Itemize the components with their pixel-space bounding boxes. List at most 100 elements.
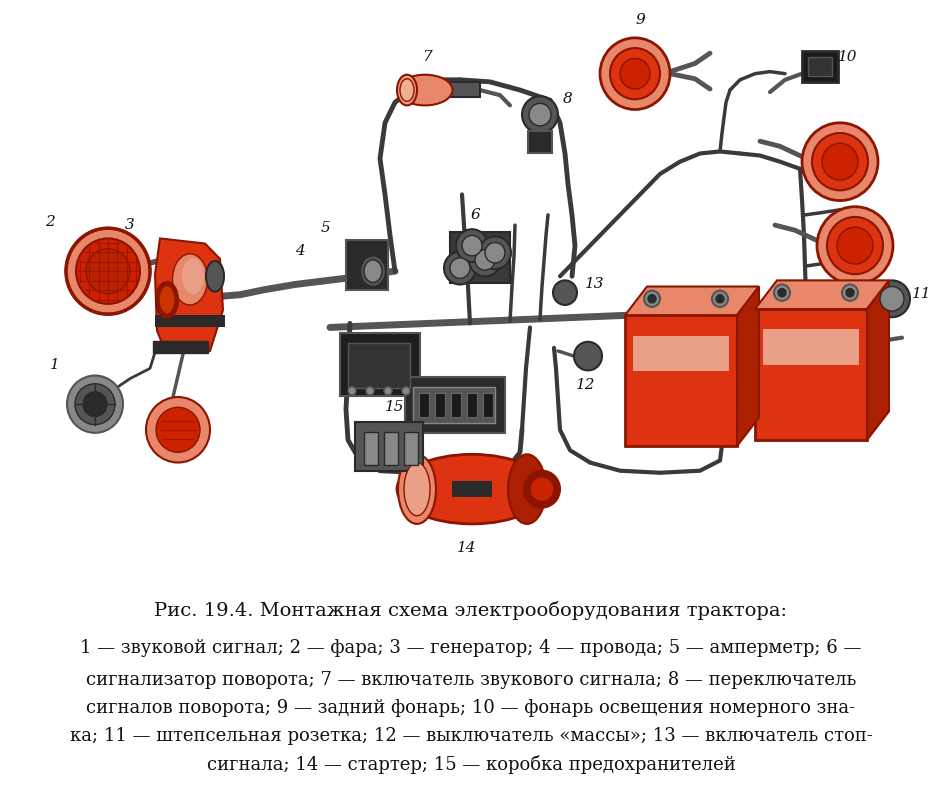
Ellipse shape — [397, 455, 547, 524]
Circle shape — [146, 397, 210, 463]
Text: 13: 13 — [586, 277, 604, 292]
Ellipse shape — [173, 254, 207, 305]
Text: 8: 8 — [563, 92, 573, 106]
Bar — [451, 393, 461, 418]
Circle shape — [846, 288, 854, 296]
Text: 3: 3 — [125, 218, 135, 233]
Polygon shape — [763, 329, 859, 365]
Circle shape — [485, 243, 505, 263]
Bar — [155, 315, 225, 328]
Text: 7: 7 — [422, 50, 432, 64]
Circle shape — [450, 258, 470, 278]
Circle shape — [75, 384, 115, 424]
Ellipse shape — [398, 74, 453, 105]
Bar — [450, 233, 510, 284]
Circle shape — [524, 471, 560, 507]
Circle shape — [156, 407, 200, 452]
Circle shape — [67, 376, 123, 433]
Circle shape — [366, 387, 374, 395]
Ellipse shape — [182, 258, 204, 294]
Text: 1 — звуковой сигнал; 2 — фара; 3 — генератор; 4 — провода; 5 — амперметр; 6 —: 1 — звуковой сигнал; 2 — фара; 3 — генер… — [80, 639, 862, 658]
Circle shape — [479, 237, 511, 269]
Bar — [413, 387, 495, 423]
Text: 14: 14 — [457, 542, 477, 555]
Bar — [153, 340, 208, 353]
Text: сигнала; 14 — стартер; 15 — коробка предохранителей: сигнала; 14 — стартер; 15 — коробка пред… — [207, 755, 736, 774]
Ellipse shape — [206, 261, 224, 292]
Ellipse shape — [360, 256, 386, 287]
Ellipse shape — [400, 79, 414, 101]
Text: сигналов поворота; 9 — задний фонарь; 10 — фонарь освещения номерного зна-: сигналов поворота; 9 — задний фонарь; 10… — [87, 699, 855, 718]
Circle shape — [712, 291, 728, 307]
Text: сигнализатор поворота; 7 — включатель звукового сигнала; 8 — переключатель: сигнализатор поворота; 7 — включатель зв… — [86, 671, 856, 690]
Circle shape — [83, 392, 107, 416]
Circle shape — [462, 236, 482, 256]
Polygon shape — [625, 287, 759, 315]
Polygon shape — [625, 315, 737, 446]
Polygon shape — [755, 309, 867, 440]
Text: 6: 6 — [471, 208, 480, 222]
Bar — [340, 332, 420, 396]
Circle shape — [837, 227, 873, 264]
Circle shape — [778, 288, 786, 296]
Polygon shape — [867, 280, 889, 440]
Text: ка; 11 — штепсельная розетка; 12 — выключатель «массы»; 13 — включатель стоп-: ка; 11 — штепсельная розетка; 12 — выклю… — [70, 727, 872, 745]
Text: 5: 5 — [322, 221, 331, 235]
Circle shape — [522, 96, 558, 133]
Polygon shape — [155, 238, 223, 351]
Circle shape — [348, 387, 356, 395]
Ellipse shape — [398, 455, 436, 524]
Circle shape — [574, 342, 602, 371]
Text: 10: 10 — [838, 50, 858, 64]
Bar — [348, 343, 410, 388]
Text: 9: 9 — [636, 14, 645, 27]
Bar — [802, 51, 838, 81]
Circle shape — [444, 252, 476, 284]
Text: 11: 11 — [912, 287, 932, 300]
Circle shape — [66, 229, 150, 314]
Circle shape — [644, 291, 660, 307]
Polygon shape — [633, 336, 729, 372]
Circle shape — [76, 238, 140, 304]
Ellipse shape — [156, 282, 178, 318]
Circle shape — [817, 207, 893, 284]
Circle shape — [469, 244, 501, 276]
Bar — [405, 376, 505, 433]
Circle shape — [648, 295, 656, 303]
Ellipse shape — [397, 74, 417, 105]
Bar — [528, 131, 552, 153]
Bar — [384, 431, 398, 464]
Bar — [808, 58, 832, 76]
Circle shape — [553, 280, 577, 305]
Polygon shape — [737, 287, 759, 446]
Bar — [419, 393, 429, 418]
Bar — [364, 431, 378, 464]
Polygon shape — [755, 280, 889, 309]
Ellipse shape — [159, 285, 175, 314]
Ellipse shape — [364, 260, 382, 282]
Circle shape — [822, 143, 858, 180]
Circle shape — [842, 284, 858, 301]
Text: 2: 2 — [45, 215, 55, 229]
Bar — [452, 481, 492, 497]
Bar — [404, 431, 418, 464]
Circle shape — [716, 295, 724, 303]
Text: 15: 15 — [386, 400, 405, 414]
Circle shape — [880, 287, 904, 311]
Circle shape — [456, 229, 488, 262]
Circle shape — [610, 48, 660, 99]
Bar — [355, 422, 423, 471]
Text: 12: 12 — [576, 378, 596, 392]
Bar — [467, 393, 477, 418]
Circle shape — [529, 103, 551, 126]
Circle shape — [812, 133, 868, 190]
Text: 4: 4 — [295, 244, 305, 258]
Bar — [435, 393, 445, 418]
Circle shape — [802, 123, 878, 201]
Ellipse shape — [404, 463, 430, 515]
Bar — [483, 393, 493, 418]
Text: Рис. 19.4. Монтажная схема электрооборудования трактора:: Рис. 19.4. Монтажная схема электрооборуд… — [155, 602, 787, 620]
Circle shape — [475, 249, 495, 270]
Ellipse shape — [508, 455, 546, 524]
Circle shape — [530, 477, 554, 502]
